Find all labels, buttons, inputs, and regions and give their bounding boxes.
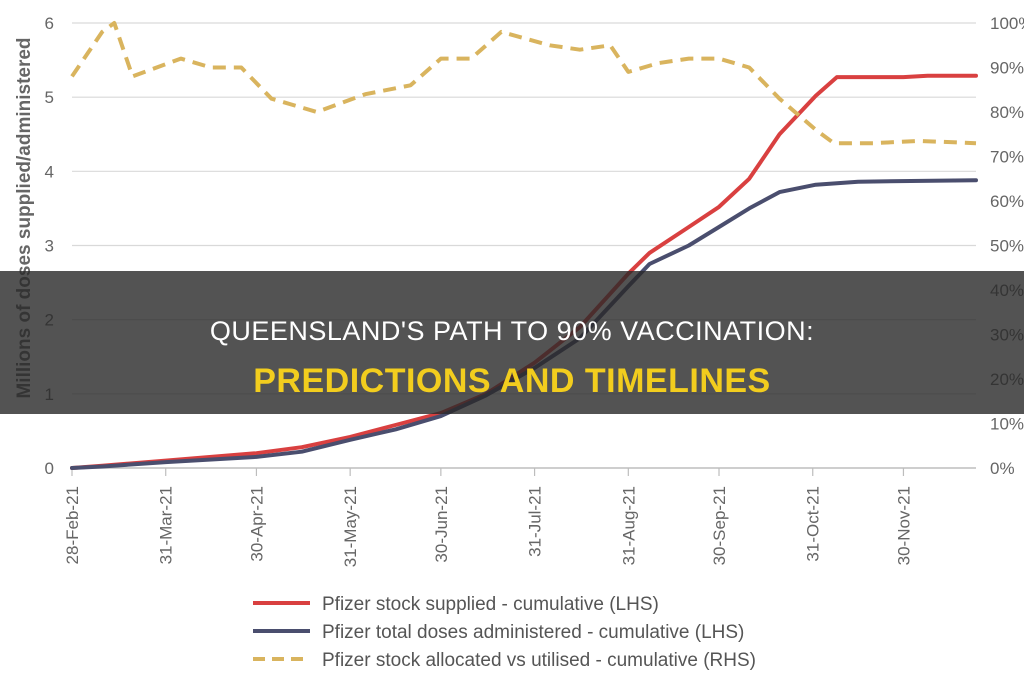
x-tick-label: 31-Aug-21 <box>619 486 638 565</box>
x-tick-label: 31-Mar-21 <box>157 486 176 564</box>
x-tick-label: 30-Apr-21 <box>247 486 266 562</box>
x-tick-label: 30-Sep-21 <box>710 486 729 565</box>
x-tick-label: 28-Feb-21 <box>63 486 82 564</box>
x-tick-label: 30-Jun-21 <box>432 486 451 563</box>
y-tick-label-left: 4 <box>45 162 54 181</box>
x-tick-label: 30-Nov-21 <box>894 486 913 565</box>
legend-label-2: Pfizer total doses administered - cumula… <box>322 622 744 643</box>
y-tick-label-left: 3 <box>45 237 54 256</box>
y-tick-label-right: 100% <box>990 14 1024 33</box>
title-banner <box>0 271 1024 414</box>
legend-label-3: Pfizer stock allocated vs utilised - cum… <box>322 650 756 671</box>
banner-title: QUEENSLAND'S PATH TO 90% VACCINATION: <box>209 316 815 346</box>
x-axis: 28-Feb-21 31-Mar-21 30-Apr-21 31-May-21 30-J… <box>63 468 913 567</box>
y-tick-label-right: 0% <box>990 459 1015 478</box>
y-tick-label-left: 6 <box>45 14 54 33</box>
y-tick-label-left: 5 <box>45 88 54 107</box>
x-tick-label: 31-May-21 <box>341 486 360 567</box>
banner-subtitle: PREDICTIONS AND TIMELINES <box>253 362 771 400</box>
y-tick-label-right: 80% <box>990 103 1024 122</box>
y-tick-label-right: 90% <box>990 59 1024 78</box>
y-tick-label-right: 50% <box>990 237 1024 256</box>
x-tick-label: 31-Jul-21 <box>526 486 545 557</box>
y-tick-label-right: 10% <box>990 415 1024 434</box>
y-tick-label-right: 70% <box>990 148 1024 167</box>
x-tick-label: 31-Oct-21 <box>804 486 823 562</box>
legend-label-1: Pfizer stock supplied - cumulative (LHS) <box>322 594 659 615</box>
legend: Pfizer stock supplied - cumulative (LHS)… <box>253 594 756 671</box>
y-tick-label-right: 60% <box>990 192 1024 211</box>
y-tick-label-left: 0 <box>45 459 54 478</box>
series-line-3 <box>70 21 977 146</box>
